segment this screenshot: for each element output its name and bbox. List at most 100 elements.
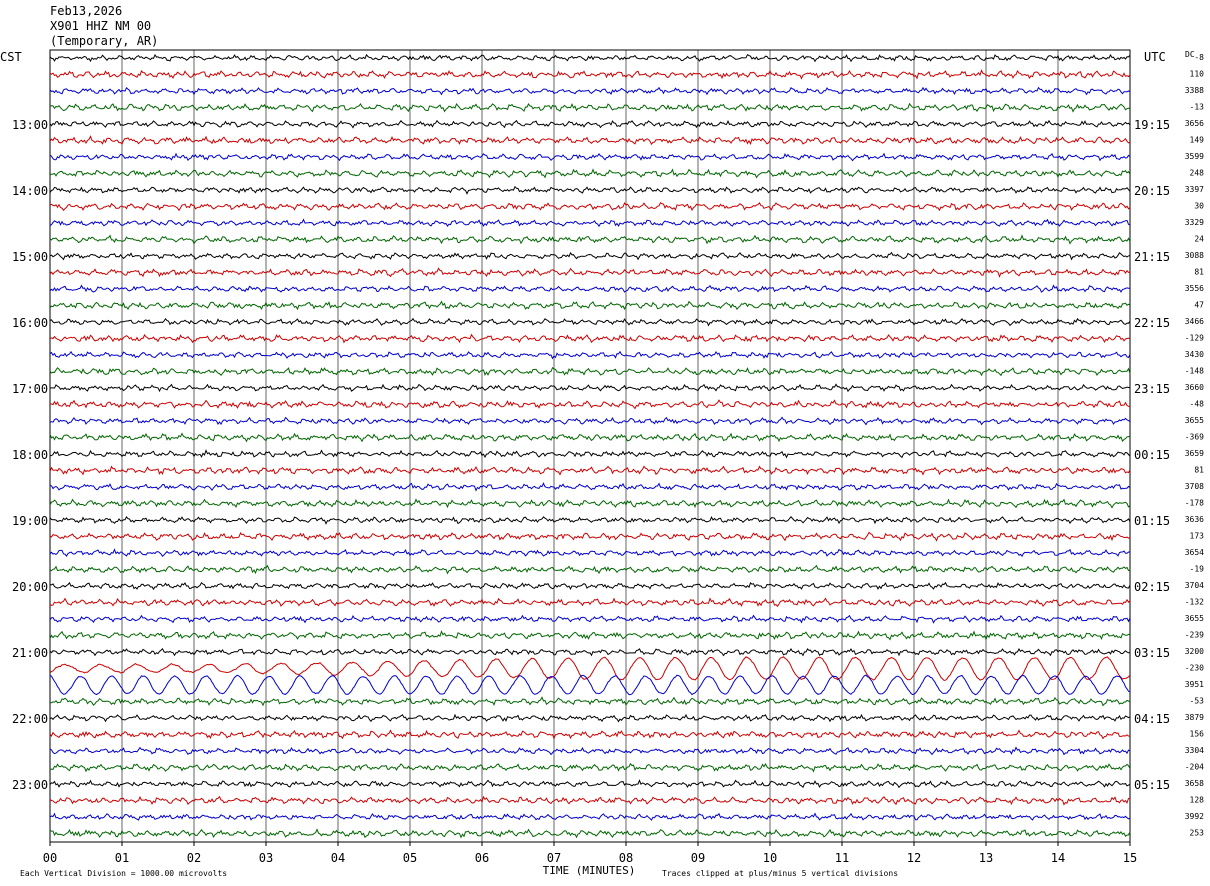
dc-offset-value: 3636 xyxy=(1185,515,1204,524)
right-hour-label: 19:15 xyxy=(1134,118,1170,132)
dc-offset-value: 3704 xyxy=(1185,581,1204,590)
dc-offset-value: 156 xyxy=(1190,730,1205,739)
seismic-trace-44 xyxy=(49,762,1131,773)
dc-offset-value: 3654 xyxy=(1185,548,1204,557)
left-hour-label: 14:00 xyxy=(12,184,48,198)
dc-offset-value: -129 xyxy=(1185,334,1204,343)
dc-offset-value: 253 xyxy=(1190,829,1205,838)
scale-note: Each Vertical Division = 1000.00 microvo… xyxy=(20,869,227,878)
left-hour-label: 15:00 xyxy=(12,250,48,264)
right-hour-label: 20:15 xyxy=(1134,184,1170,198)
dc-offset-value: -53 xyxy=(1190,697,1205,706)
cst-label: CST xyxy=(0,50,22,64)
seismic-trace-22 xyxy=(49,399,1131,410)
dc-offset-value: 3708 xyxy=(1185,482,1204,491)
seismic-trace-27 xyxy=(49,482,1131,492)
seismic-trace-28 xyxy=(49,498,1131,509)
seismic-trace-4 xyxy=(49,102,1131,113)
seismic-trace-19 xyxy=(49,350,1131,360)
dc-offset-value: -178 xyxy=(1185,499,1204,508)
dc-offset-value: 3397 xyxy=(1185,185,1204,194)
x-tick-label: 00 xyxy=(43,851,57,865)
seismic-trace-34 xyxy=(49,597,1131,608)
x-tick-label: 12 xyxy=(907,851,921,865)
seismic-trace-40 xyxy=(49,696,1131,707)
seismic-trace-37 xyxy=(49,647,1130,657)
x-tick-label: 03 xyxy=(259,851,273,865)
left-hour-label: 16:00 xyxy=(12,316,48,330)
seismic-trace-26 xyxy=(49,465,1131,476)
seismic-trace-43 xyxy=(49,746,1131,756)
seismic-trace-10 xyxy=(49,201,1131,212)
seismic-trace-36 xyxy=(49,630,1131,641)
seismic-trace-2 xyxy=(49,69,1131,80)
dc-offset-value: -48 xyxy=(1190,400,1205,409)
dc-offset-value: -239 xyxy=(1185,631,1204,640)
right-hour-label: 02:15 xyxy=(1134,580,1170,594)
dc-offset-value: -369 xyxy=(1185,433,1204,442)
seismic-trace-30 xyxy=(49,531,1131,542)
right-hour-label: 05:15 xyxy=(1134,778,1170,792)
seismic-trace-38 xyxy=(49,656,1131,681)
seismic-trace-35 xyxy=(49,614,1131,624)
seismic-trace-1 xyxy=(49,53,1131,63)
dc-offset-value: 173 xyxy=(1190,532,1205,541)
x-axis-title: TIME (MINUTES) xyxy=(543,864,636,877)
seismic-trace-3 xyxy=(49,86,1131,96)
seismic-trace-39 xyxy=(49,674,1131,696)
seismic-trace-17 xyxy=(49,317,1131,327)
dc-offset-value: -148 xyxy=(1185,367,1204,376)
dc-offset-value: 81 xyxy=(1194,268,1204,277)
right-hour-label: 21:15 xyxy=(1134,250,1170,264)
dc-label: DC xyxy=(1185,50,1195,59)
seismic-trace-42 xyxy=(49,729,1131,740)
utc-label: UTC xyxy=(1144,50,1166,64)
seismic-trace-33 xyxy=(49,581,1131,591)
seismic-trace-7 xyxy=(49,152,1131,162)
right-hour-label: 01:15 xyxy=(1134,514,1170,528)
dc-offset-value: 3992 xyxy=(1185,812,1204,821)
seismic-trace-6 xyxy=(49,135,1131,146)
seismic-trace-31 xyxy=(49,548,1131,557)
seismic-trace-48 xyxy=(49,828,1131,839)
dc-offset-value: 149 xyxy=(1190,136,1205,145)
right-hour-label: 22:15 xyxy=(1134,316,1170,330)
left-hour-label: 22:00 xyxy=(12,712,48,726)
dc-offset-value: 3879 xyxy=(1185,713,1204,722)
seismic-trace-11 xyxy=(49,218,1131,228)
dc-offset-value: 3329 xyxy=(1185,218,1204,227)
dc-offset-value: 3656 xyxy=(1185,119,1204,128)
seismic-trace-29 xyxy=(49,516,1131,525)
x-tick-label: 15 xyxy=(1123,851,1137,865)
seismic-trace-24 xyxy=(49,432,1131,443)
left-hour-label: 19:00 xyxy=(12,514,48,528)
left-hour-label: 20:00 xyxy=(12,580,48,594)
dc-offset-value: 47 xyxy=(1194,301,1204,310)
dc-offset-value: -132 xyxy=(1185,598,1204,607)
seismic-trace-5 xyxy=(49,119,1131,129)
x-tick-label: 04 xyxy=(331,851,345,865)
left-hour-label: 21:00 xyxy=(12,646,48,660)
seismic-trace-14 xyxy=(49,267,1131,278)
left-hour-label: 23:00 xyxy=(12,778,48,792)
header-station: X901 HHZ NM 00 xyxy=(50,19,152,33)
dc-offset-value: 3088 xyxy=(1185,251,1204,260)
header-location: (Temporary, AR) xyxy=(50,34,159,48)
x-tick-label: 14 xyxy=(1051,851,1065,865)
seismic-trace-21 xyxy=(49,383,1130,393)
seismic-trace-46 xyxy=(49,795,1131,806)
right-hour-label: 23:15 xyxy=(1134,382,1170,396)
seismic-trace-32 xyxy=(49,564,1131,575)
seismic-trace-15 xyxy=(49,284,1130,293)
dc-offset-value: -8 xyxy=(1194,53,1204,62)
dc-offset-value: -230 xyxy=(1185,664,1204,673)
x-tick-label: 02 xyxy=(187,851,201,865)
dc-offset-value: 81 xyxy=(1194,466,1204,475)
dc-offset-value: 3655 xyxy=(1185,416,1204,425)
seismic-trace-18 xyxy=(49,333,1131,344)
dc-offset-value: 3655 xyxy=(1185,614,1204,623)
right-hour-label: 00:15 xyxy=(1134,448,1170,462)
dc-offset-value: 3304 xyxy=(1185,746,1204,755)
dc-offset-value: -204 xyxy=(1185,763,1204,772)
